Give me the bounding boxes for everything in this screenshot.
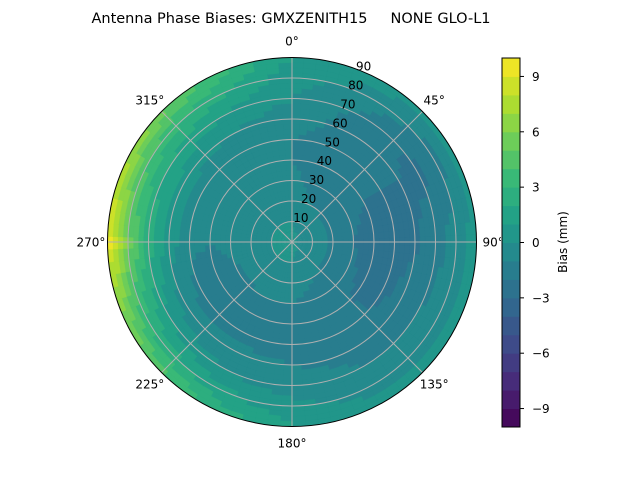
colorbar-band (502, 58, 520, 77)
radial-tick-label: 80 (348, 78, 363, 92)
colorbar-band (502, 390, 520, 409)
colorbar-label: Bias (mm) (556, 211, 570, 273)
angular-tick-label: 270° (76, 236, 105, 250)
chart-title: Antenna Phase Biases: GMXZENITH15 NONE G… (91, 11, 490, 27)
colorbar-tick-label: 0 (532, 236, 540, 250)
colorbar-tick-label: 6 (532, 125, 540, 139)
radial-tick-label: 60 (332, 116, 347, 130)
radial-tick-label: 10 (293, 211, 308, 225)
angular-tick-label: 90° (482, 236, 503, 250)
radial-tick-label: 90 (356, 60, 371, 74)
colorbar-band (502, 206, 520, 225)
colorbar-band (502, 298, 520, 317)
contour-cell (476, 234, 482, 249)
colorbar-band (502, 150, 520, 169)
colorbar-band (502, 132, 520, 151)
colorbar-band (502, 224, 520, 243)
polar-grid (108, 58, 477, 427)
colorbar-band (502, 353, 520, 372)
angular-tick-label: 180° (278, 437, 307, 451)
colorbar-band (502, 76, 520, 95)
colorbar-band (502, 243, 520, 262)
colorbar-tick-label: 3 (532, 181, 540, 195)
angular-tick-label: 45° (424, 93, 445, 107)
colorbar-mask (501, 0, 640, 480)
angular-tick-label: 225° (135, 378, 164, 392)
colorbar-tick-label: −6 (532, 347, 550, 361)
colorbar-tick-label: −3 (532, 291, 550, 305)
radial-tick-label: 20 (301, 192, 316, 206)
colorbar-band (502, 335, 520, 354)
radial-tick-label: 70 (340, 97, 355, 111)
colorbar-band (502, 261, 520, 280)
colorbar-band (502, 169, 520, 188)
colorbar-tick-label: −9 (532, 402, 550, 416)
colorbar-band (502, 279, 520, 298)
colorbar-band (502, 187, 520, 206)
radial-tick-label: 40 (317, 154, 332, 168)
colorbar-band (502, 95, 520, 114)
colorbar-tick-label: 9 (532, 70, 540, 84)
angular-tick-label: 315° (135, 93, 164, 107)
angular-tick-label: 135° (420, 378, 449, 392)
colorbar-band (502, 316, 520, 335)
colorbar-band (502, 372, 520, 391)
angular-tick-label: 0° (285, 34, 299, 48)
radial-tick-label: 50 (325, 135, 340, 149)
radial-tick-label: 30 (309, 173, 324, 187)
colorbar-band (502, 409, 520, 428)
colorbar-band (502, 113, 520, 132)
